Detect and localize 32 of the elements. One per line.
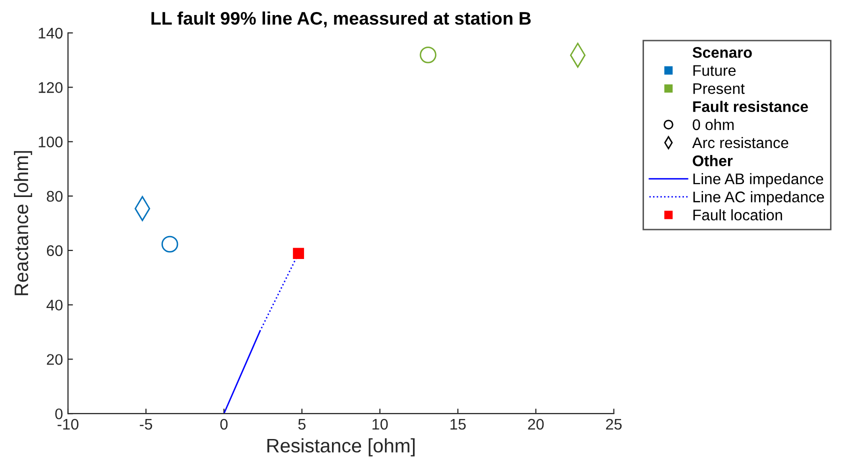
y-tick-label: 20 [46, 354, 63, 365]
point [292, 248, 304, 259]
y-tick-label: 140 [38, 28, 63, 39]
x-tick-label: -5 [140, 419, 152, 430]
x-axis-title: Resistance [ohm] [267, 438, 415, 456]
y-tick-label: 120 [38, 82, 63, 93]
text: 0 ohm [692, 118, 734, 130]
x-tick-label: 0 [220, 418, 228, 430]
text: Other [692, 155, 733, 166]
point [420, 46, 436, 64]
legend-label: Line AC impedance [693, 191, 824, 206]
x-tick-label: 5 [298, 419, 306, 430]
x-tick-label: -10 [58, 418, 78, 430]
x-tick-label: 10 [372, 418, 388, 430]
y-tick-label: 80 [46, 190, 63, 202]
legend-label: Future [693, 65, 736, 76]
point [161, 236, 178, 253]
y-tick-label: 40 [46, 300, 63, 311]
y-tick-label: 100 [38, 136, 63, 148]
legend-label: Fault location [693, 209, 782, 220]
y-axis-title: Reactance [ohm] [14, 151, 32, 296]
x-tick-label: 25 [606, 418, 622, 430]
x-tick-label: 15 [450, 419, 466, 430]
chart-title: LL fault 99% line AC, meassured at station B [151, 11, 531, 28]
text: Fault resistance [693, 100, 808, 112]
text: Scenaro [692, 47, 752, 58]
x-tick-label: 20 [528, 418, 544, 430]
text: Arc resistance [692, 136, 788, 148]
y-tick-label: 60 [46, 245, 63, 256]
legend-label: Line AB impedance [693, 173, 824, 188]
legend-label: Present [693, 83, 745, 94]
y-tick-label: 0 [55, 408, 63, 420]
